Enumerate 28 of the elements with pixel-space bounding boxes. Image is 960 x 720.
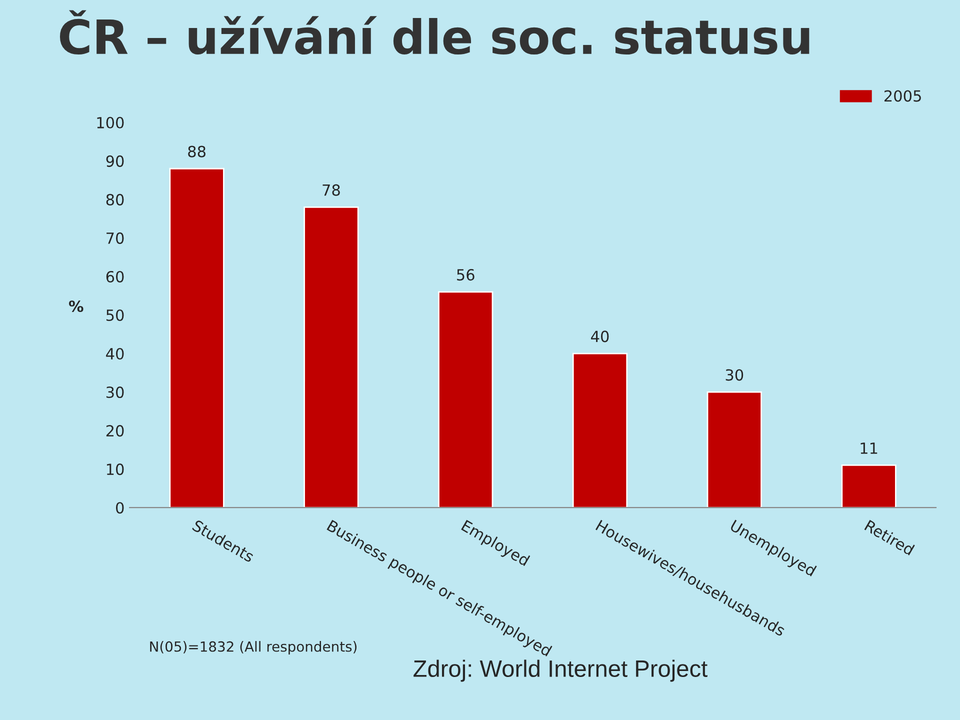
text: N(05)=1832 (All respondents) [150, 641, 357, 654]
bar [304, 206, 359, 508]
y-tick-label: 50 [106, 309, 124, 322]
bar [706, 391, 762, 508]
bar [169, 168, 224, 508]
y-tick-label: 10 [106, 464, 124, 476]
y-tick-label: 60 [106, 270, 124, 282]
data-label: 40 [591, 330, 609, 342]
y-tick-label: 30 [106, 386, 124, 398]
chart-title: ČR – užívání dle soc. statusu [60, 10, 810, 55]
data-label: 78 [322, 184, 340, 196]
data-label: 56 [457, 269, 474, 281]
y-axis-title: % [68, 300, 84, 312]
text: Zdroj: World Internet Project [414, 660, 708, 682]
y-tick-label: 70 [106, 232, 124, 244]
y-tick-label: 20 [106, 425, 124, 437]
data-label: 11 [860, 442, 878, 454]
bar [572, 352, 628, 508]
legend-label: 2005 [884, 90, 921, 102]
y-tick-label: 90 [106, 155, 124, 167]
bar [438, 291, 494, 508]
y-tick-label: 40 [106, 348, 124, 360]
y-tick-label: 100 [97, 116, 124, 128]
data-label: 88 [188, 146, 206, 158]
y-tick-label: 80 [106, 194, 124, 206]
data-label: 30 [726, 369, 744, 381]
bar [841, 464, 896, 508]
y-tick-label: 0 [116, 502, 124, 514]
